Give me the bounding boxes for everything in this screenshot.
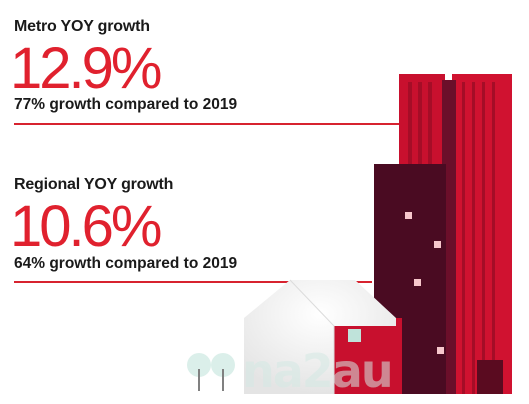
regional-value: 10.6% <box>10 194 162 259</box>
regional-divider <box>14 281 372 283</box>
regional-label: Regional YOY growth <box>14 176 174 193</box>
tree-icon <box>187 353 235 391</box>
metro-label: Metro YOY growth <box>14 18 150 35</box>
red-tower-right <box>452 74 512 394</box>
white-house <box>244 279 396 394</box>
watermark: na2au <box>186 346 446 396</box>
metro-subtitle: 77% growth compared to 2019 <box>14 96 238 113</box>
watermark-text: na2au <box>242 344 394 398</box>
regional-subtitle: 64% growth compared to 2019 <box>14 255 238 272</box>
red-house <box>334 318 402 394</box>
metro-divider <box>14 123 404 125</box>
metro-value: 12.9% <box>10 36 162 101</box>
